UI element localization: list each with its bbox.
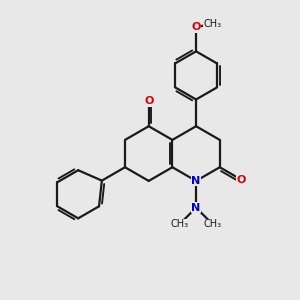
Text: CH₃: CH₃ [203, 219, 221, 229]
Text: CH₃: CH₃ [171, 219, 189, 229]
Text: O: O [237, 175, 246, 185]
Text: N: N [191, 203, 201, 213]
Text: O: O [191, 22, 201, 32]
Text: CH₃: CH₃ [203, 19, 221, 29]
Text: N: N [191, 176, 201, 186]
Text: O: O [144, 96, 153, 106]
